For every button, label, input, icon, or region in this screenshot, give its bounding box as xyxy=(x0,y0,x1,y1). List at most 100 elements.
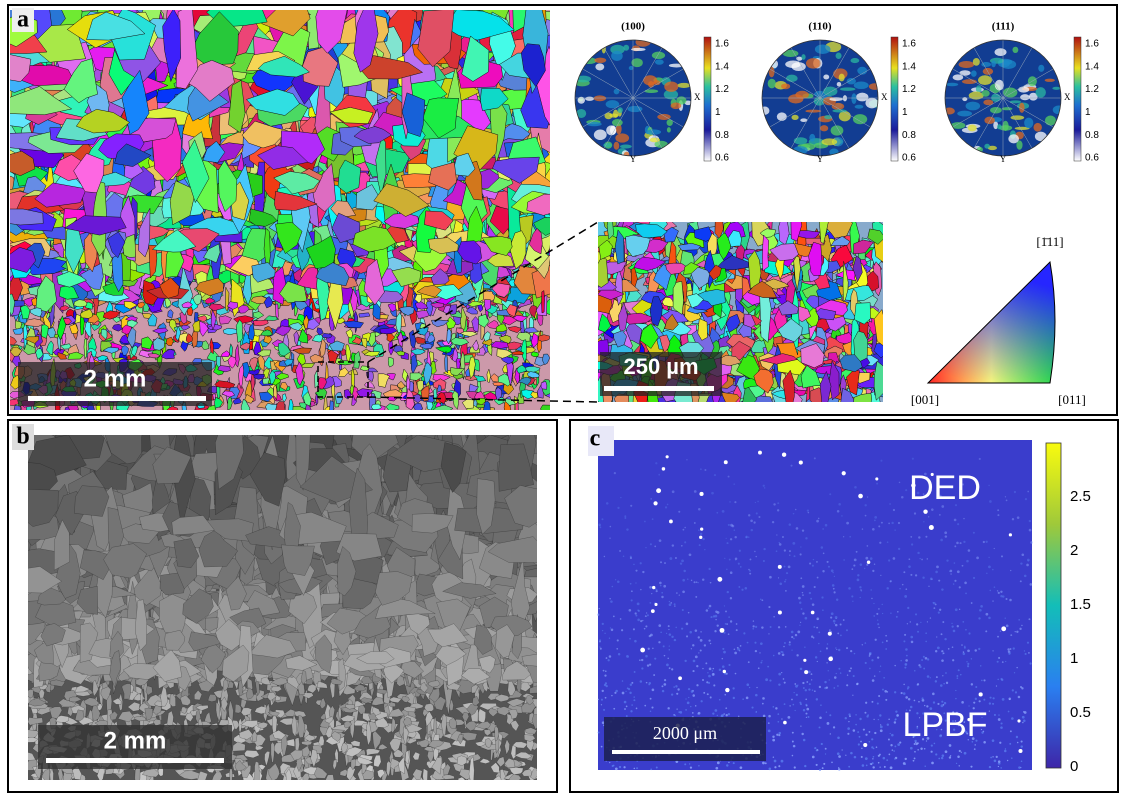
grain xyxy=(151,229,197,253)
grain xyxy=(131,345,138,357)
grain xyxy=(491,282,511,298)
grain xyxy=(430,302,445,309)
grain xyxy=(10,336,18,346)
grain xyxy=(35,348,44,360)
grain xyxy=(69,323,79,334)
grain xyxy=(265,403,278,410)
grain xyxy=(288,322,303,331)
grain xyxy=(303,314,309,330)
grain xyxy=(102,346,120,354)
grain xyxy=(274,325,292,337)
grain xyxy=(854,302,871,325)
grain xyxy=(372,302,381,320)
grain xyxy=(450,367,465,376)
grain xyxy=(540,404,550,410)
grain xyxy=(409,372,424,381)
grain xyxy=(526,193,550,216)
grain xyxy=(148,244,158,279)
grain xyxy=(175,326,181,342)
grain xyxy=(523,327,539,333)
grain xyxy=(57,352,67,360)
grain xyxy=(217,365,231,373)
grain xyxy=(437,391,447,405)
grain xyxy=(370,403,382,410)
grain xyxy=(220,350,231,358)
grain xyxy=(342,320,365,329)
grain xyxy=(500,356,514,365)
grain xyxy=(204,297,216,305)
grain xyxy=(495,323,508,332)
grain xyxy=(480,88,509,111)
grain xyxy=(387,356,394,368)
grain xyxy=(334,391,344,404)
grain xyxy=(261,10,311,37)
grain xyxy=(126,319,139,328)
grain xyxy=(46,340,54,356)
grain xyxy=(226,301,239,310)
grain xyxy=(606,222,614,240)
panel-c-frame xyxy=(569,419,1119,793)
grain xyxy=(527,371,540,378)
grain xyxy=(410,353,418,375)
grain xyxy=(10,150,36,176)
grain xyxy=(414,301,429,310)
grain xyxy=(414,293,422,304)
grain xyxy=(410,348,426,355)
grain xyxy=(201,340,210,351)
grain xyxy=(263,335,273,344)
grain xyxy=(169,180,197,226)
grain xyxy=(397,380,406,389)
grain xyxy=(386,373,396,381)
grain xyxy=(61,332,67,346)
grain xyxy=(102,310,121,320)
grain xyxy=(273,384,278,401)
grain xyxy=(275,372,290,381)
grain xyxy=(538,334,550,342)
grain xyxy=(540,380,548,390)
grain xyxy=(397,330,404,348)
grain xyxy=(310,162,336,213)
grain xyxy=(484,299,492,312)
grain xyxy=(23,321,28,350)
grain xyxy=(275,401,286,410)
grain xyxy=(499,335,512,344)
grain xyxy=(395,350,406,356)
grain xyxy=(516,364,527,374)
grain xyxy=(422,768,428,780)
grain xyxy=(247,322,255,341)
grain xyxy=(56,315,67,341)
grain xyxy=(430,268,450,285)
grain xyxy=(181,301,193,308)
grain xyxy=(239,342,251,351)
grain xyxy=(541,290,545,314)
grain xyxy=(67,351,85,360)
grain xyxy=(141,336,153,350)
grain xyxy=(385,403,400,410)
grain xyxy=(208,303,226,312)
grain xyxy=(328,340,345,352)
grain xyxy=(137,301,146,309)
grain xyxy=(434,346,452,354)
grain xyxy=(419,343,433,350)
grain xyxy=(299,363,316,368)
grain xyxy=(263,296,273,309)
grain xyxy=(377,373,390,388)
grain xyxy=(432,374,451,383)
grain xyxy=(257,354,265,372)
grain xyxy=(395,311,402,333)
grain xyxy=(73,299,88,308)
grain xyxy=(350,287,358,313)
grain xyxy=(121,345,129,356)
grain xyxy=(478,313,490,328)
grain xyxy=(468,356,476,380)
grain xyxy=(13,404,21,410)
grain xyxy=(275,303,279,320)
grain xyxy=(227,395,233,410)
grain xyxy=(151,327,169,334)
grain xyxy=(338,367,349,377)
grain xyxy=(186,306,194,317)
grain xyxy=(762,234,769,272)
grain xyxy=(511,350,524,356)
grain xyxy=(507,326,522,333)
